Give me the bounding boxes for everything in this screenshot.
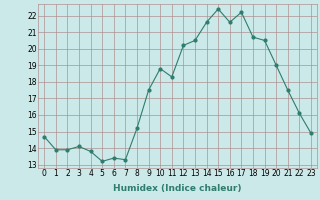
X-axis label: Humidex (Indice chaleur): Humidex (Indice chaleur) bbox=[113, 184, 242, 193]
